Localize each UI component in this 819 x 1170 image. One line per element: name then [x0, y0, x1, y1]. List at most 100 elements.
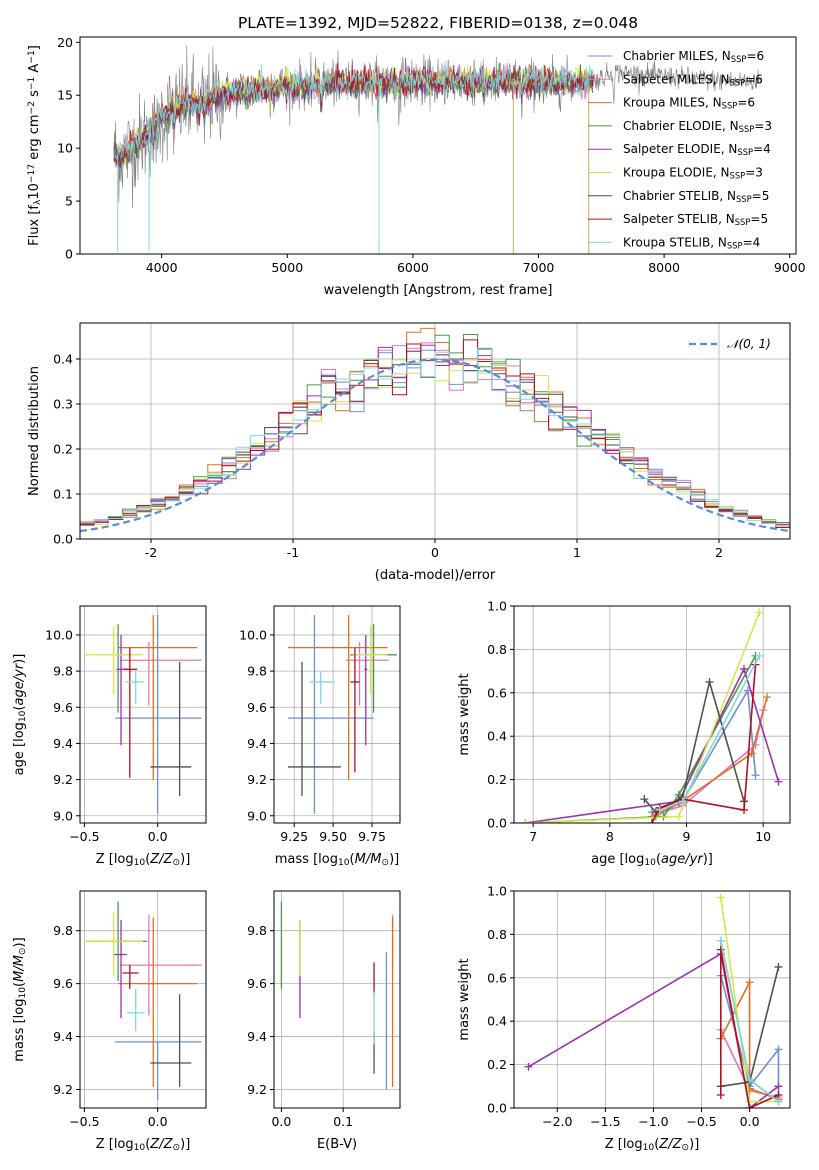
series-kroupa-stelib	[716, 936, 783, 1106]
errorbar-kroupa-stelib	[309, 671, 335, 704]
y-tick-label: 9.0	[53, 808, 73, 823]
label-part: age/yr	[12, 662, 27, 705]
x-tick-label: 6000	[397, 260, 429, 275]
series-marker	[678, 797, 687, 806]
errorbar-chabrier-miles	[115, 615, 202, 814]
legend-label: Kroupa MILES, NSSP=6	[623, 96, 755, 111]
errorbar-salpeter-miles	[119, 642, 202, 706]
series-salpeter-stelib	[716, 945, 783, 1108]
label-part: =4	[753, 142, 771, 156]
label-part: (	[12, 705, 27, 710]
label-part: age [log	[12, 722, 27, 775]
axes-frame	[79, 36, 797, 255]
x-tick-label: 7000	[523, 260, 555, 275]
label-part: (	[350, 852, 355, 867]
label-part: )]	[703, 852, 713, 867]
label-part: Kroupa ELODIE, N	[623, 166, 730, 180]
x-tick-label: 9	[683, 829, 691, 844]
spectrum-chart: 4000 5000 6000 7000 8000 9000 0 5 10 15 20 PLATE=13…	[27, 14, 806, 298]
y-tick-label: 0	[65, 247, 73, 262]
errorbar-kroupa-elodie	[84, 625, 143, 695]
x-tick-label: −2.0	[542, 1114, 572, 1129]
legend-label: Salpeter STELIB, NSSP=5	[623, 212, 768, 227]
y-tick-label: 0.0	[487, 816, 507, 831]
label-part: mass [log	[12, 999, 27, 1062]
label-part: Chabrier ELODIE, N	[623, 119, 739, 133]
y-tick-label: 0.8	[487, 642, 507, 657]
x-tick-label: 0.0	[740, 1114, 760, 1129]
label-part: =6	[746, 49, 764, 63]
label-part: mass weight	[457, 958, 472, 1040]
series-marker	[740, 805, 748, 814]
series-line	[525, 655, 757, 823]
label-part: 10	[644, 858, 656, 868]
label-part: −17	[27, 164, 37, 183]
label-part: 10	[18, 987, 28, 999]
y-tick-label: 0.6	[487, 970, 507, 985]
series-marker	[774, 1082, 783, 1091]
label-part: Kroupa STELIB, N	[623, 235, 727, 249]
x-axis-label: Z [log10(Z/Z⊙)]	[96, 1137, 191, 1153]
mass_vs_Z-plot-area	[84, 901, 202, 1101]
errorbar-chabrier-elodie	[116, 624, 120, 713]
errorbar-chabrier-stelib	[150, 662, 192, 796]
label-part: SSP	[735, 217, 751, 227]
series-marker	[745, 1104, 754, 1108]
weight_vs_Z-chart: −2.0 −1.5 −1.0 −0.5 0.0 0.0 0.2 0.4 0.6 0.8 1.0 Z […	[457, 884, 791, 1153]
mass_vs_ebv-plot-area	[280, 901, 394, 1090]
axes-frame	[273, 605, 401, 824]
weight_vs_Z-plot-area	[524, 893, 783, 1108]
series-marker	[521, 819, 530, 823]
errorbar-salpeter-stelib	[122, 965, 139, 989]
label-part: SSP	[727, 240, 743, 250]
x-tick-label: 4000	[146, 260, 178, 275]
series-line	[651, 664, 757, 823]
x-tick-label: 0	[431, 545, 439, 560]
label-part: Z/Z	[658, 1137, 682, 1152]
series-marker	[755, 651, 764, 660]
y-tick-label: 0.3	[53, 397, 73, 412]
series-marker	[774, 777, 783, 786]
errorbar-kroupa-miles	[118, 615, 198, 780]
y-tick-label: 9.4	[247, 736, 267, 751]
legend-label: Salpeter ELODIE, NSSP=4	[623, 142, 771, 157]
label-part: =4	[743, 235, 761, 249]
x-tick-label: 0.0	[148, 1114, 168, 1129]
y-axis-label: mass weight	[457, 673, 472, 755]
label-part: =3	[745, 166, 763, 180]
x-axis-label: Z [log10(Z/Z⊙)]	[96, 852, 191, 868]
axes-frame	[79, 605, 207, 824]
label-part: =6	[745, 72, 763, 86]
errorbar-salpeter-elodie	[364, 634, 368, 746]
x-tick-label: 9.25	[280, 829, 308, 844]
x-tick-label: −1.5	[590, 1114, 620, 1129]
histogram-plot-area	[80, 327, 790, 533]
label-part: SSP	[730, 171, 746, 181]
label-part: SSP	[737, 147, 753, 157]
label-part: )]	[389, 852, 399, 867]
x-tick-label: 0.1	[333, 1114, 353, 1129]
label-part: =6	[737, 96, 755, 110]
label-part: 10	[134, 1143, 146, 1153]
label-part: ⊙	[682, 1143, 690, 1153]
label-part: SSP	[731, 54, 747, 64]
model-spectrum-salpeter-stelib	[113, 62, 594, 168]
y-tick-label: 9.2	[247, 772, 267, 787]
spectrum-plot-area	[113, 45, 761, 254]
series-marker	[751, 771, 760, 780]
x-tick-label: −0.5	[686, 1114, 716, 1129]
series-marker	[716, 1090, 725, 1099]
label-part: =5	[750, 212, 768, 226]
x-tick-label: 10	[755, 829, 771, 844]
age_vs_mass-plot-area	[288, 615, 397, 814]
series-line	[720, 949, 779, 1108]
label-part: ⊙	[173, 858, 181, 868]
y-tick-label: 9.8	[53, 664, 73, 679]
errorbar-salpeter-miles	[119, 914, 202, 1016]
label-part: SSP	[736, 194, 752, 204]
y-tick-label: 0.2	[53, 442, 73, 457]
label-part: Normed distribution	[27, 366, 42, 496]
axes-frame	[273, 890, 401, 1109]
errorbar-chabrier-stelib	[288, 662, 341, 796]
